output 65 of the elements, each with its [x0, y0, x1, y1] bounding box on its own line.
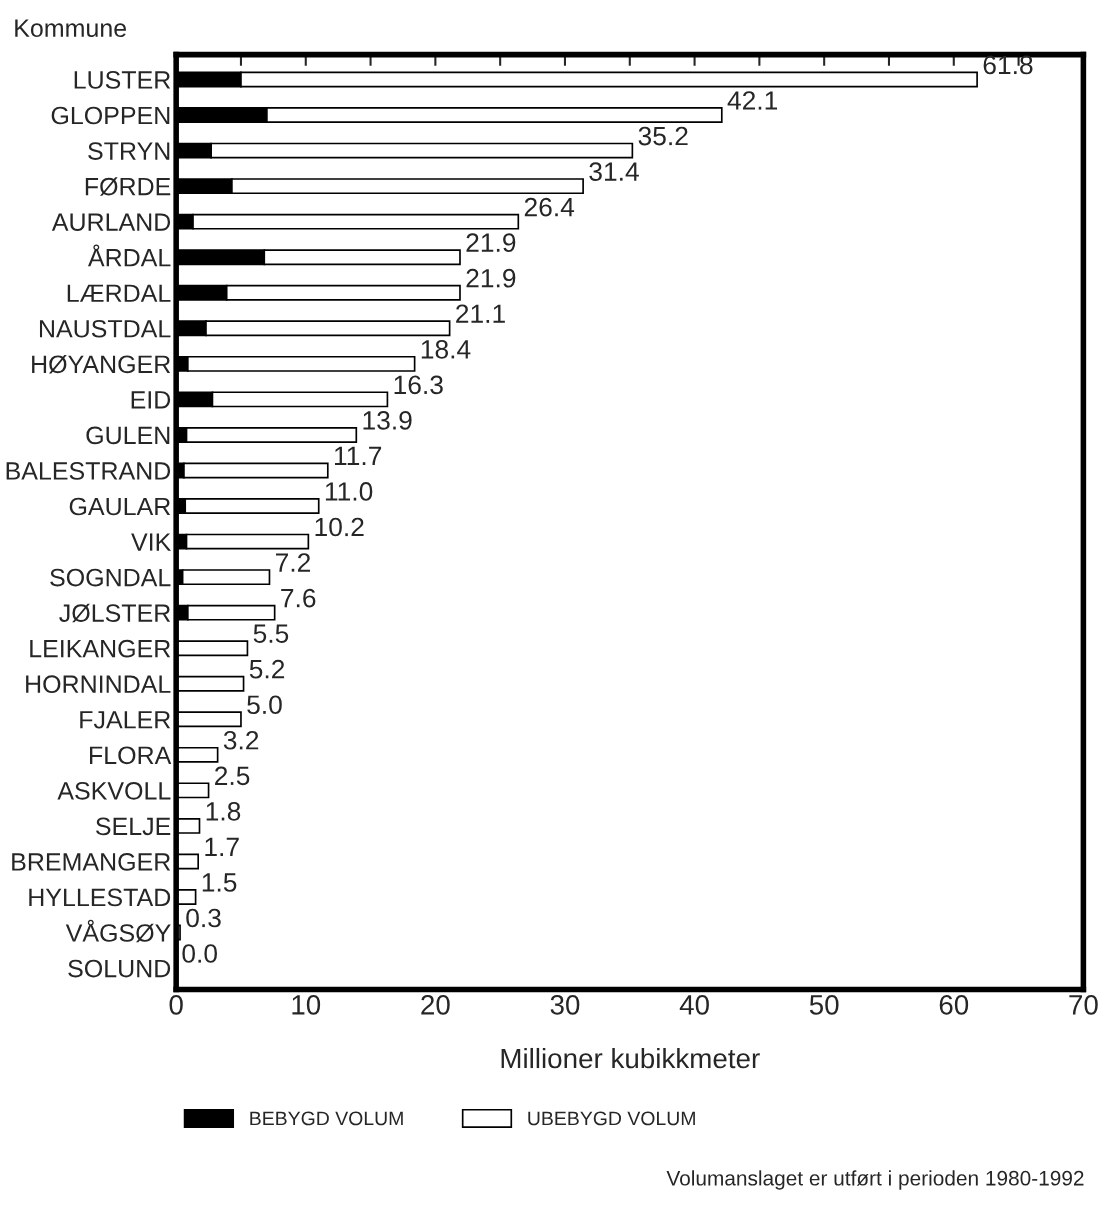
total-label: 7.6	[281, 588, 316, 608]
total-label: 5.2	[249, 659, 285, 679]
total-label: 5.5	[253, 624, 289, 643]
text: Volumanslaget er utført i perioden 1980-1992	[666, 1170, 1084, 1190]
x-tick-label: 0	[169, 995, 183, 1015]
y-tick-label: SELJE	[96, 817, 171, 836]
total-label: 21.1	[456, 304, 505, 323]
total-label: 21.9	[466, 268, 516, 288]
total-label: 1.5	[202, 873, 237, 892]
y-tick-label: JØLSTER	[59, 603, 171, 623]
y-tick-label: LÆRDAL	[67, 284, 171, 302]
total-label: 0.0	[182, 944, 217, 963]
y-tick-label: FØRDE	[85, 177, 171, 196]
total-label: 13.9	[363, 411, 412, 430]
total-label: 5.0	[247, 695, 282, 715]
total-label: 1.7	[205, 837, 239, 856]
legend-label: BEBYGD VOLUM	[250, 1111, 403, 1126]
x-tick-label: 10	[292, 995, 321, 1015]
total-label: 18.4	[421, 339, 471, 359]
x-tick-label: 40	[679, 995, 709, 1015]
y-tick-label: HØYANGER	[32, 355, 171, 374]
x-tick-label: 20	[421, 995, 450, 1015]
x-axis-title: Millioner kubikkmeter	[501, 1047, 760, 1069]
y-tick-label: BALESTRAND	[6, 462, 171, 480]
y-tick-label: GULEN	[86, 426, 170, 445]
total-label: 61.8	[983, 55, 1033, 75]
y-tick-label: NAUSTDAL	[39, 319, 171, 338]
total-label: 7.2	[276, 553, 311, 572]
x-tick-label: 60	[939, 995, 969, 1015]
total-label: 35.2	[638, 126, 688, 146]
y-tick-label: HYLLESTAD	[29, 888, 171, 907]
total-label: 42.1	[727, 91, 778, 110]
total-label: 31.4	[589, 162, 639, 181]
total-label: 11.7	[334, 446, 382, 466]
y-tick-label: BREMANGER	[12, 853, 171, 871]
x-tick-label: 30	[550, 995, 580, 1015]
total-label: 2.5	[215, 766, 250, 786]
y-tick-label: ASKVOLL	[57, 781, 171, 800]
total-label: 3.2	[223, 730, 259, 750]
y-tick-label: GLOPPEN	[51, 106, 170, 125]
y-tick-label: VÅGSØY	[65, 919, 171, 943]
y-tick-label: FJALER	[80, 711, 171, 729]
y-tick-label: EID	[131, 391, 171, 409]
y-tick-label: STRYN	[88, 142, 170, 160]
total-label: 16.3	[394, 375, 443, 395]
y-tick-label: SOGNDAL	[50, 568, 171, 587]
x-tick-label: 50	[809, 995, 839, 1015]
legend-label: UBEBYGD VOLUM	[528, 1111, 695, 1126]
y-tick-label: LUSTER	[74, 71, 171, 89]
total-label: 0.3	[186, 908, 221, 928]
y-axis-title: Kommune	[15, 19, 127, 38]
total-label: 11.0	[325, 482, 373, 501]
y-tick-label: HORNINDAL	[26, 675, 171, 694]
y-tick-label: ÅRDAL	[87, 244, 171, 267]
y-tick-label: SOLUND	[68, 959, 171, 978]
total-label: 10.2	[315, 517, 364, 537]
x-tick-label: 70	[1069, 995, 1098, 1015]
total-label: 1.8	[206, 802, 241, 821]
y-tick-label: LEIKANGER	[30, 639, 171, 658]
total-label: 26.4	[524, 197, 575, 217]
y-tick-label: FLORA	[90, 746, 172, 765]
y-tick-label: AURLAND	[51, 213, 171, 231]
y-tick-label: VIK	[131, 533, 172, 551]
y-tick-label: GAULAR	[69, 497, 171, 516]
total-label: 21.9	[466, 233, 516, 253]
